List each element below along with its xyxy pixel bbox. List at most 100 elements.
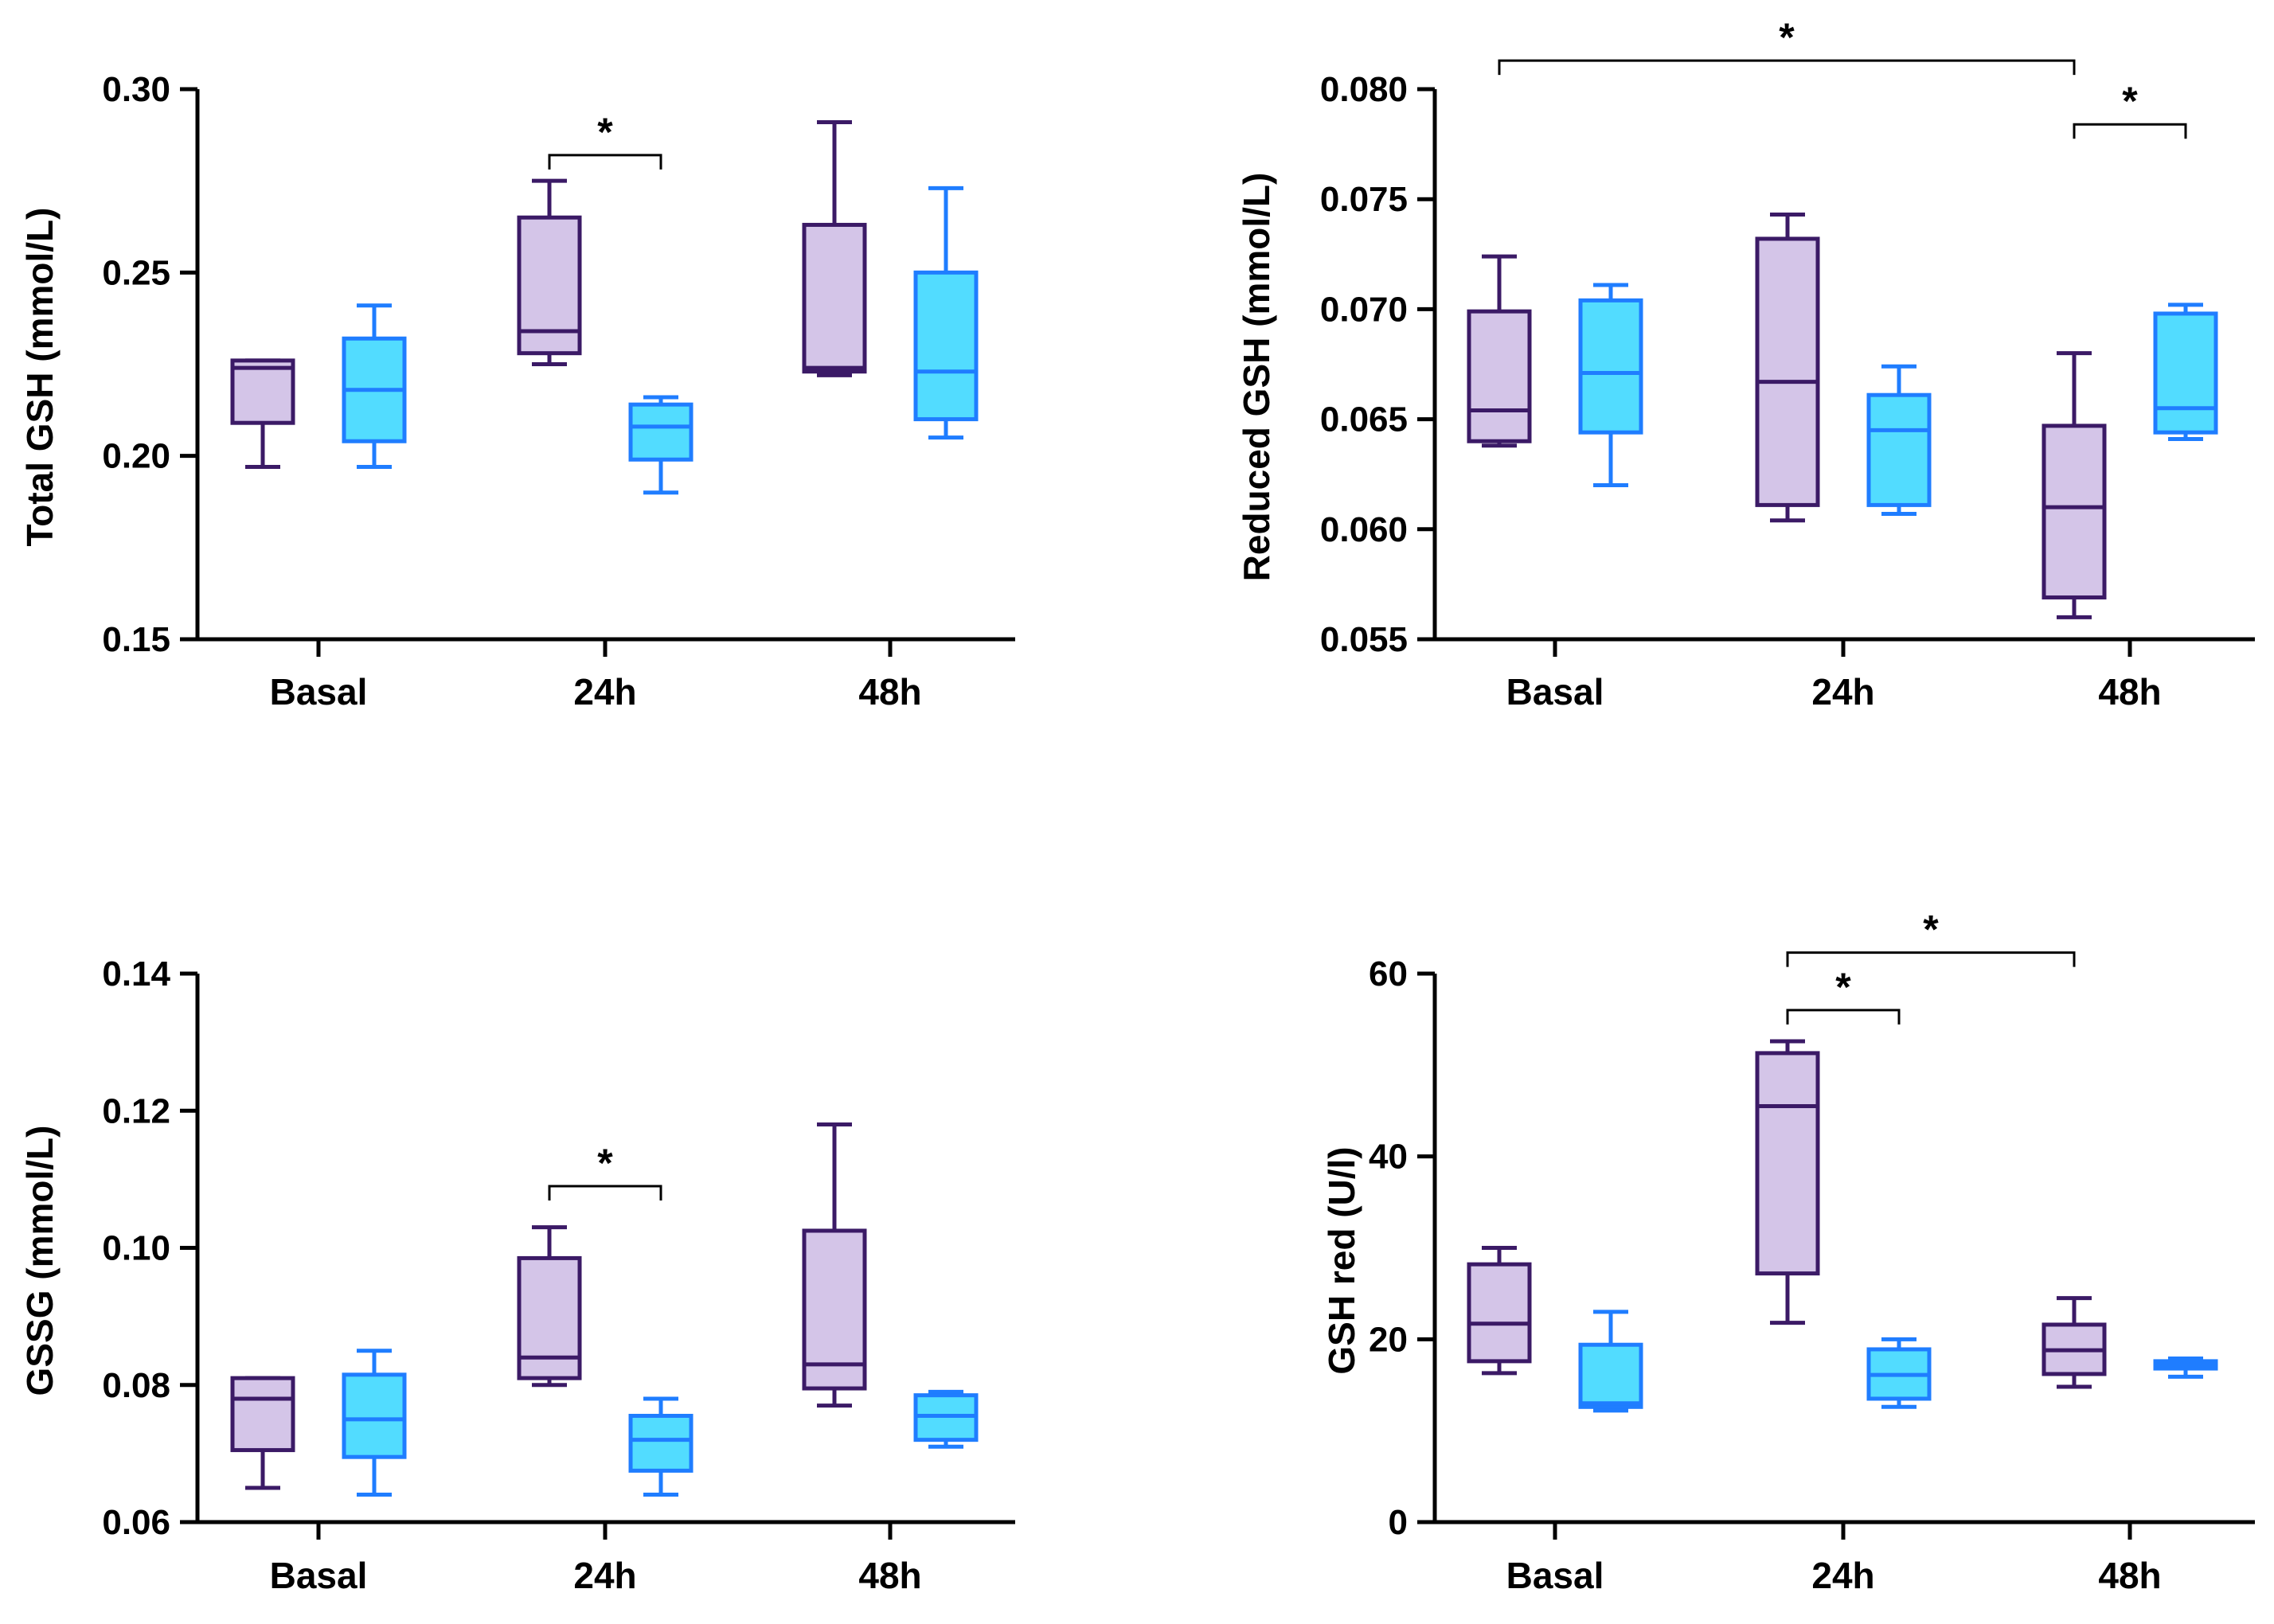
x-tick-label: Basal xyxy=(270,1555,368,1596)
box-iqr xyxy=(628,1414,694,1473)
x-tick-label: 48h xyxy=(858,671,921,712)
x-tick-label: 48h xyxy=(858,1555,921,1596)
y-axis-label: Reduced GSH (mmol/L) xyxy=(1236,173,1277,582)
box-iqr xyxy=(1467,1262,1532,1364)
y-tick-label: 60 xyxy=(1369,954,1408,994)
significance-label: * xyxy=(597,1141,613,1185)
y-axis-label: GSSG (mmol/L) xyxy=(19,1126,61,1396)
significance-label: * xyxy=(597,110,613,154)
significance-bracket: * xyxy=(2073,79,2187,139)
box-group1-48h xyxy=(802,1122,867,1408)
significance-bracket: * xyxy=(548,1141,662,1200)
x-tick-label: 48h xyxy=(2098,671,2161,712)
y-axis-label: GSH red (U/l) xyxy=(1321,1146,1362,1374)
significance-bracket: * xyxy=(1786,908,2076,967)
y-tick-label: 0.25 xyxy=(102,253,170,292)
box-group2-Basal xyxy=(342,1349,407,1497)
y-tick-label: 0.065 xyxy=(1320,400,1408,439)
box-group2-Basal xyxy=(1578,283,1643,488)
box-group1-24h xyxy=(517,178,582,366)
y-tick-label: 0.10 xyxy=(102,1229,170,1268)
box-iqr xyxy=(1866,392,1932,507)
box-iqr xyxy=(1467,309,1532,443)
box-group2-Basal xyxy=(1578,1310,1643,1413)
x-tick-label: Basal xyxy=(270,671,368,712)
box-group1-Basal xyxy=(230,358,295,469)
box-iqr xyxy=(517,1255,582,1380)
significance-bracket: * xyxy=(548,110,662,170)
box-iqr xyxy=(802,1228,867,1391)
bracket-line xyxy=(1498,59,2076,76)
box-group1-24h xyxy=(1755,213,1820,523)
y-tick-label: 0.30 xyxy=(102,70,170,109)
box-iqr xyxy=(913,270,979,422)
y-tick-label: 0.20 xyxy=(102,437,170,476)
y-tick-label: 0.055 xyxy=(1320,620,1408,659)
box-iqr xyxy=(802,222,867,374)
box-group1-48h xyxy=(2042,1296,2107,1389)
y-tick-label: 0.06 xyxy=(102,1503,170,1542)
box-group2-48h xyxy=(2153,1356,2218,1379)
box-iqr xyxy=(1578,1342,1643,1409)
y-tick-label: 0.070 xyxy=(1320,290,1408,329)
bracket-line xyxy=(548,1185,662,1200)
box-group1-24h xyxy=(1755,1039,1820,1325)
chart-panel-1: 0.15 0.20 0.25 0.30 Basal 24h 48h Total GSH (mm… xyxy=(19,70,1015,712)
box-group2-24h xyxy=(1866,364,1932,516)
box-group1-48h xyxy=(2042,351,2107,619)
box-group1-Basal xyxy=(1467,1246,1532,1376)
x-tick-label: 24h xyxy=(573,1555,636,1596)
y-tick-label: 0 xyxy=(1389,1503,1408,1542)
box-group2-24h xyxy=(628,1396,694,1497)
significance-label: * xyxy=(1923,908,1939,952)
x-tick-label: Basal xyxy=(1506,1555,1604,1596)
y-tick-label: 0.08 xyxy=(102,1366,170,1405)
significance-label: * xyxy=(1835,965,1851,1009)
x-tick-label: 24h xyxy=(573,671,636,712)
bracket-line xyxy=(2073,123,2187,139)
box-iqr xyxy=(342,1372,407,1459)
bracket-line xyxy=(1786,951,2076,967)
box-iqr xyxy=(230,1376,295,1453)
y-tick-label: 0.080 xyxy=(1320,70,1408,109)
x-tick-label: 24h xyxy=(1811,1555,1874,1596)
chart-panel-3: 0.06 0.08 0.10 0.12 0.14 Basal 24h 48h GSSG (mmo… xyxy=(19,954,1015,1596)
box-iqr xyxy=(2153,311,2218,435)
box-group1-24h xyxy=(517,1225,582,1388)
box-group1-Basal xyxy=(1467,254,1532,448)
box-group2-24h xyxy=(1866,1337,1932,1409)
chart-panel-4: 0 20 40 60 Basal 24h 48h GSH red (U/l) * * xyxy=(1321,908,2255,1596)
y-tick-label: 0.075 xyxy=(1320,180,1408,219)
x-tick-label: 48h xyxy=(2098,1555,2161,1596)
y-tick-label: 0.060 xyxy=(1320,510,1408,549)
box-group2-48h xyxy=(913,1389,979,1449)
chart-panel-2: 0.055 0.060 0.065 0.070 0.075 0.080 Basal 24h 48… xyxy=(1236,15,2255,712)
bracket-line xyxy=(1786,1009,1901,1025)
box-iqr xyxy=(1578,298,1643,435)
box-group2-48h xyxy=(2153,303,2218,441)
significance-bracket: * xyxy=(1786,965,1901,1025)
y-tick-label: 0.12 xyxy=(102,1091,170,1130)
box-iqr xyxy=(1755,1051,1820,1276)
box-group1-Basal xyxy=(230,1376,295,1490)
box-iqr xyxy=(2042,424,2107,599)
y-tick-label: 0.14 xyxy=(102,954,170,994)
significance-bracket: * xyxy=(1498,15,2076,76)
bracket-line xyxy=(548,154,662,170)
box-group1-48h xyxy=(802,119,867,377)
y-tick-label: 20 xyxy=(1369,1320,1408,1359)
significance-label: * xyxy=(2122,79,2138,123)
y-tick-label: 40 xyxy=(1369,1138,1408,1177)
x-tick-label: Basal xyxy=(1506,671,1604,712)
box-iqr xyxy=(1755,236,1820,507)
y-axis-label: Total GSH (mmol/L) xyxy=(19,208,61,547)
significance-label: * xyxy=(1779,15,1795,60)
box-iqr xyxy=(628,402,694,462)
box-iqr xyxy=(230,358,295,425)
x-tick-label: 24h xyxy=(1811,671,1874,712)
y-tick-label: 0.15 xyxy=(102,620,170,659)
box-group2-Basal xyxy=(342,303,407,469)
box-group2-24h xyxy=(628,395,694,495)
box-group2-48h xyxy=(913,185,979,440)
